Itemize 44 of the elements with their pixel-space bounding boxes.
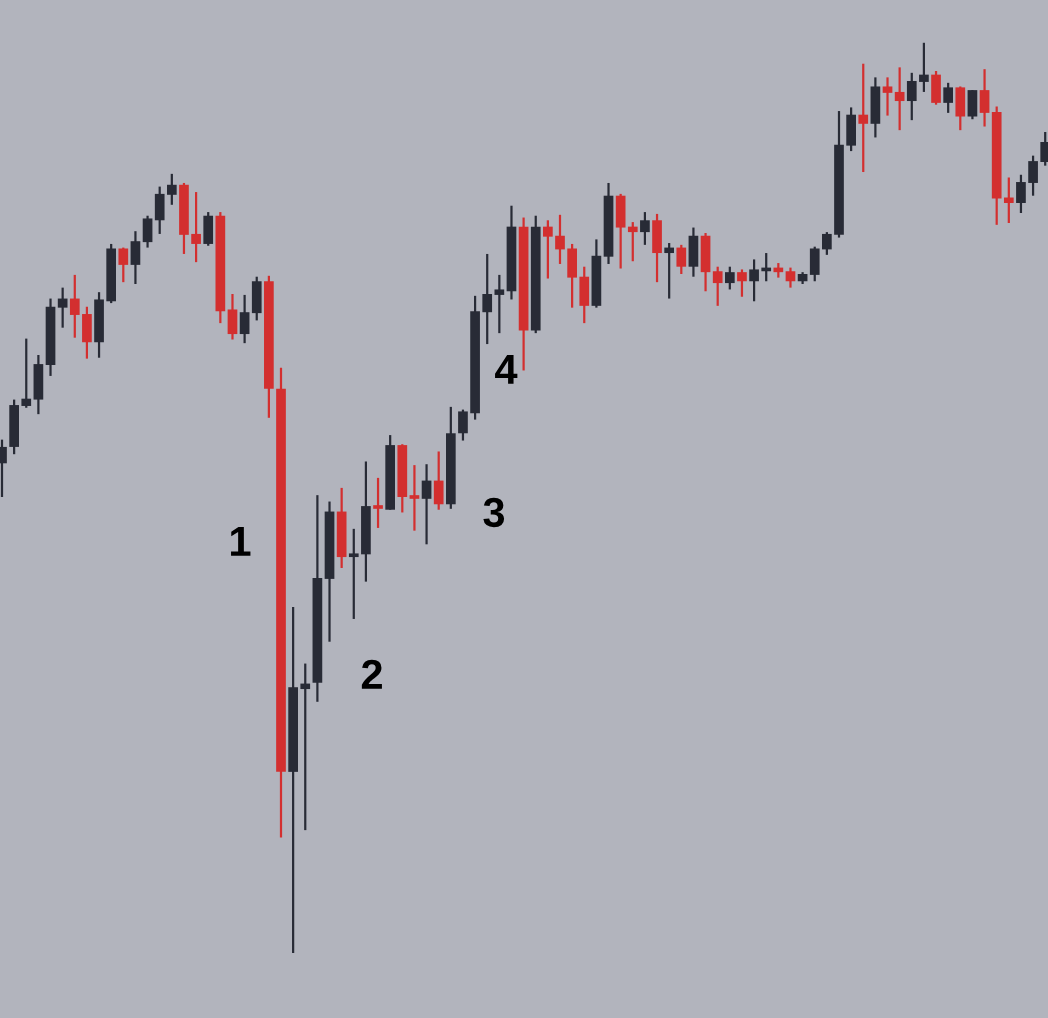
candlestick: [858, 62, 869, 174]
candlestick: [57, 286, 68, 329]
annotation: 1: [231, 527, 251, 556]
candlestick: [543, 219, 553, 280]
candlestick: [300, 662, 311, 832]
candlestick: [1016, 173, 1026, 215]
candlestick: [373, 476, 383, 530]
candlestick: [555, 213, 565, 266]
candlestick: [409, 464, 420, 532]
candlestick: [1003, 176, 1014, 225]
candlestick: [239, 293, 250, 345]
annotation: 2: [361, 659, 382, 689]
candlestick: [458, 408, 468, 442]
candlestick: [421, 463, 432, 546]
candlestick: [906, 71, 917, 122]
candlestick: [894, 66, 905, 132]
candlestick: [118, 246, 129, 284]
annotation: 4: [495, 355, 518, 384]
candlestick: [712, 265, 723, 307]
candlestick: [737, 268, 747, 298]
candlestick: [640, 210, 650, 246]
candlestick: [749, 258, 759, 303]
candlestick: [676, 243, 687, 276]
candlestick: [979, 68, 990, 128]
candlestick: [919, 41, 929, 94]
candlestick: [494, 273, 505, 335]
candlestick: [348, 527, 359, 621]
candlestick: [191, 190, 201, 264]
candlestick: [130, 230, 141, 286]
candlestick: [724, 265, 735, 291]
candlestick: [822, 231, 832, 256]
candlestick: [21, 337, 32, 409]
candlestick: [433, 450, 444, 511]
candlestick: [882, 76, 893, 117]
candlestick: [664, 241, 675, 300]
candlestick: [142, 214, 153, 249]
candlestick: [627, 220, 638, 263]
candlestick: [69, 273, 80, 339]
candlestick: [482, 252, 493, 346]
candlestick: [166, 172, 177, 206]
candlestick: [1028, 154, 1038, 197]
candlestick: [785, 266, 796, 289]
annotation: 3: [483, 497, 505, 528]
candlestick: [943, 81, 954, 114]
